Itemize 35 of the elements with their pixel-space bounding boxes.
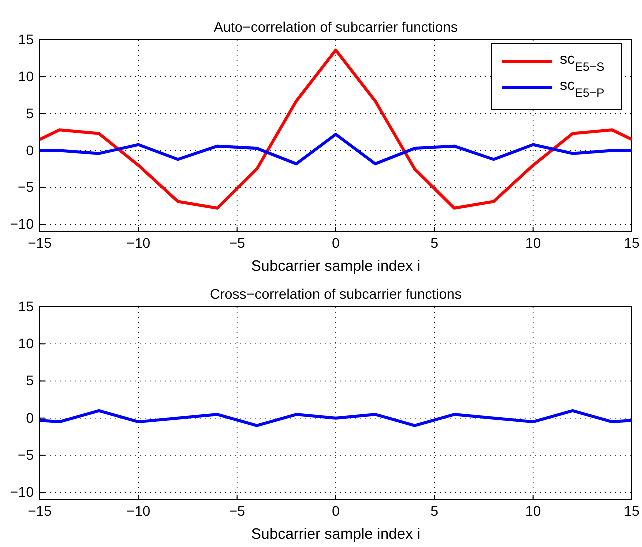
y-tick-label: 0 <box>26 142 34 158</box>
x-tick-label: −5 <box>229 502 246 519</box>
x-axis-title: Subcarrier sample index i <box>251 258 421 275</box>
y-tick-label: 5 <box>26 372 34 389</box>
x-tick-label: 0 <box>332 502 340 519</box>
x-tick-label: −15 <box>28 234 52 251</box>
line-series <box>40 48 632 210</box>
x-tick-label: 10 <box>526 502 542 519</box>
x-tick-label: −10 <box>126 502 151 519</box>
x-tick-label: −10 <box>126 234 151 251</box>
y-tick-label: −5 <box>18 446 34 463</box>
y-tick-label: −10 <box>10 216 34 232</box>
y-tick-label: 0 <box>26 410 34 426</box>
y-tick-label: −5 <box>18 179 34 196</box>
y-tick-label: 15 <box>18 298 34 314</box>
legend-label: sc$_{E5−P}$ <box>560 77 605 100</box>
y-tick-label: −10 <box>10 484 34 500</box>
y-tick-label: 10 <box>18 336 34 352</box>
x-tick-label: −15 <box>28 502 52 519</box>
x-tick-label: 15 <box>624 234 640 251</box>
y-tick-label: 15 <box>18 31 34 48</box>
line-series <box>40 409 632 428</box>
line-series <box>40 133 632 166</box>
chart-title: Cross−correlation of subcarrier functions <box>210 286 462 302</box>
chart-title: Auto−correlation of subcarrier functions <box>214 19 458 35</box>
x-tick-label: 15 <box>624 502 640 519</box>
x-tick-label: 10 <box>526 234 542 251</box>
legend-label: sc$_{E5−S}$ <box>560 51 605 74</box>
y-tick-label: 5 <box>26 105 34 122</box>
x-tick-label: −5 <box>229 234 246 251</box>
x-axis-title: Subcarrier sample index i <box>251 526 421 543</box>
x-tick-label: 0 <box>332 234 340 251</box>
y-tick-label: 10 <box>18 68 34 84</box>
x-tick-label: 5 <box>430 502 439 519</box>
x-tick-label: 5 <box>430 234 439 251</box>
